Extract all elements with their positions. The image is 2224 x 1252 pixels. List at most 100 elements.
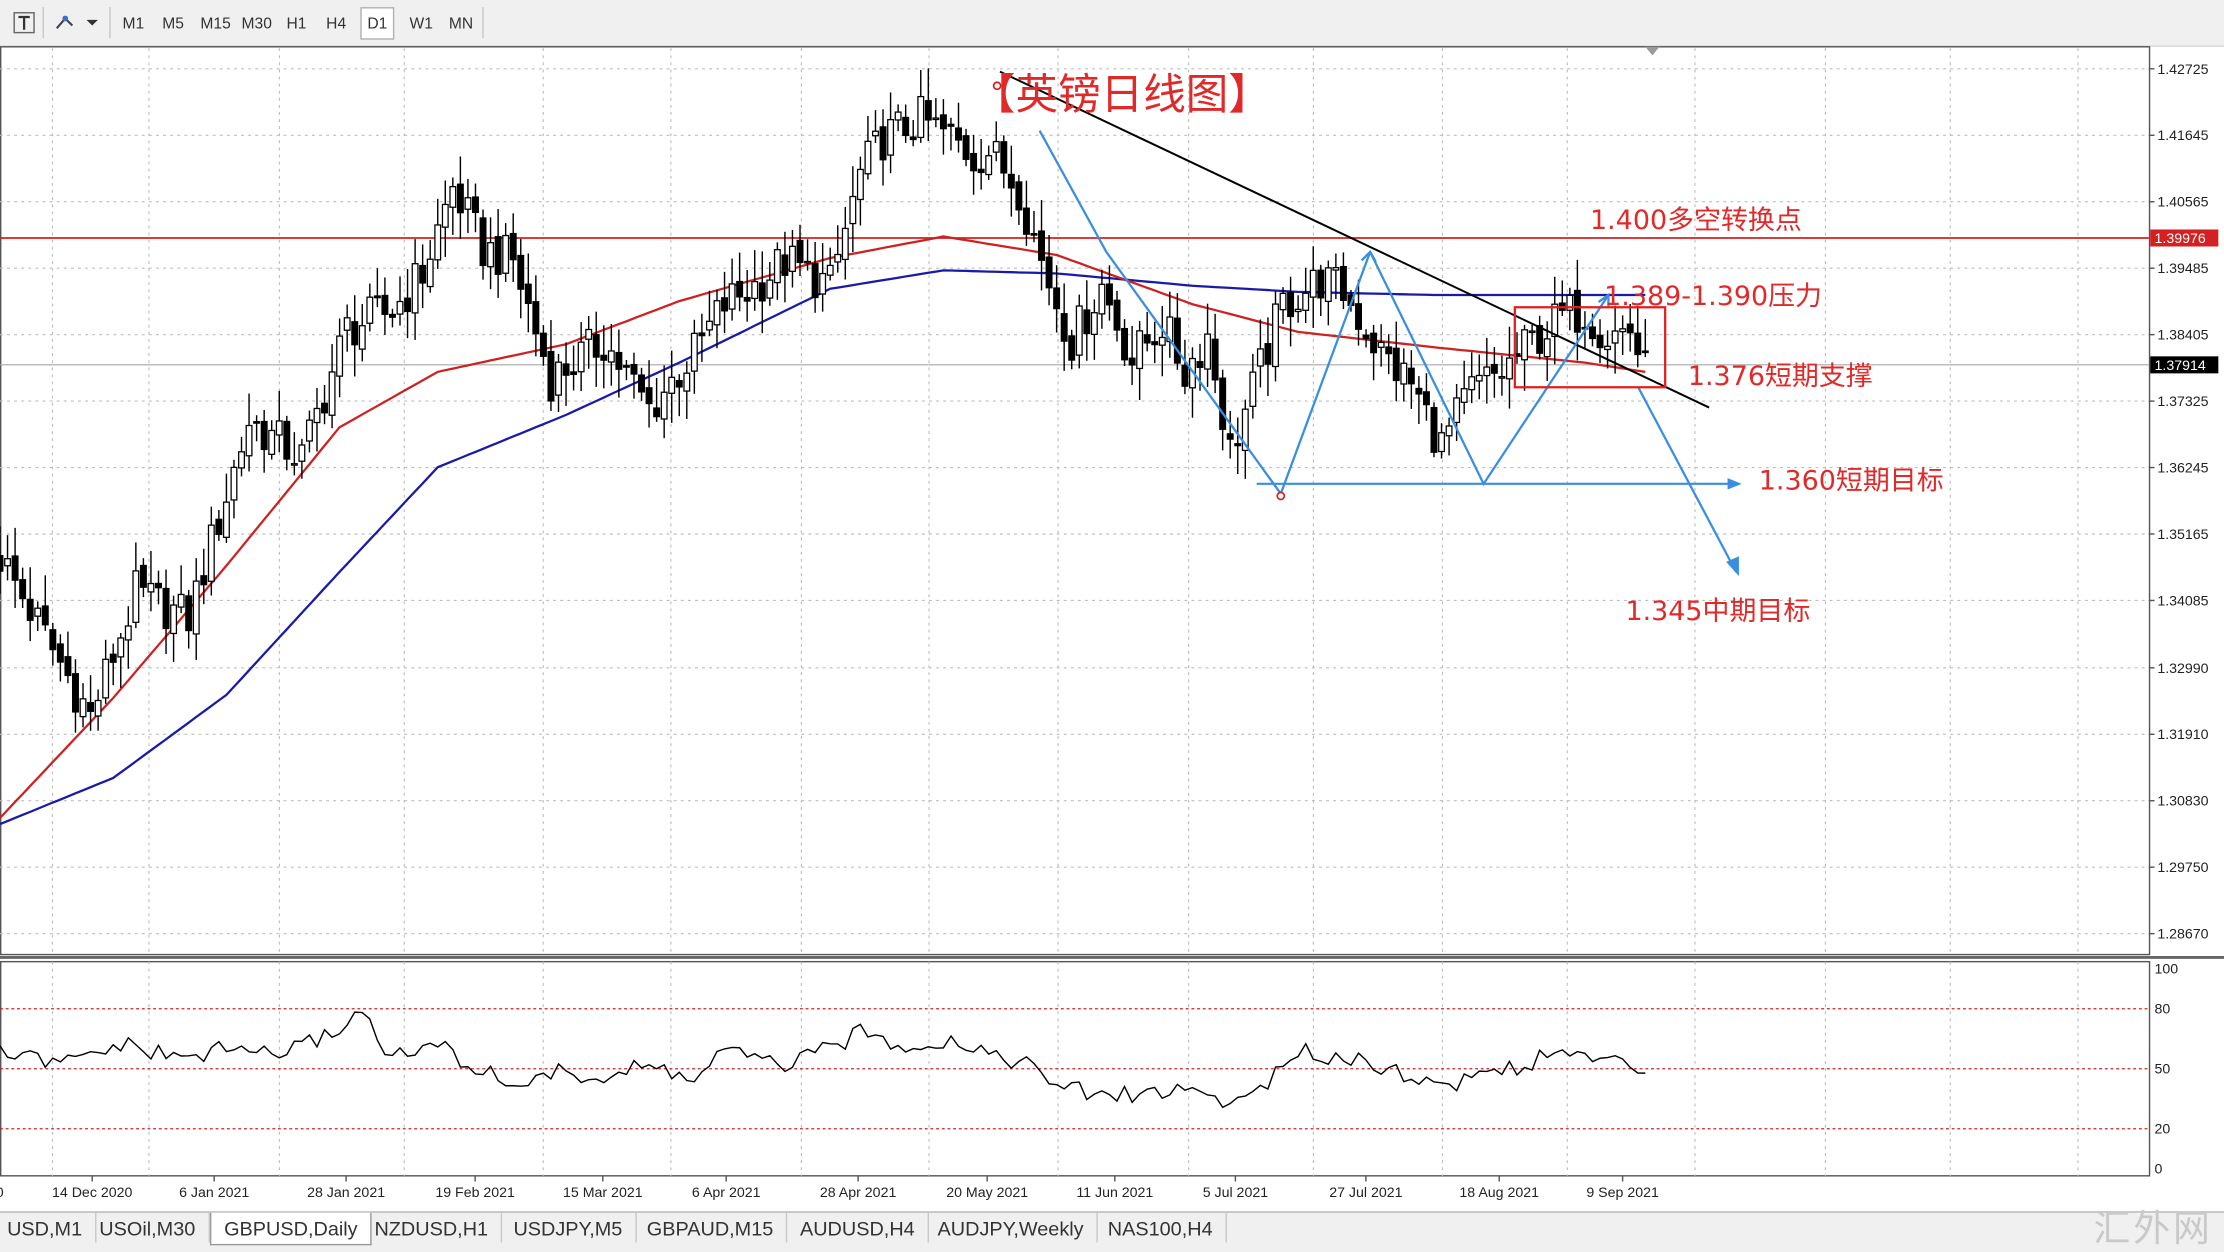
candle-body [728, 283, 736, 310]
toolbar-separator [42, 7, 44, 39]
neckline-arrowhead [1727, 478, 1742, 490]
candle-body [1392, 347, 1400, 382]
candle-body [1551, 303, 1559, 338]
candle-body [849, 195, 857, 225]
rsi-tick-label: 100 [2155, 962, 2179, 978]
candle-body [660, 391, 668, 420]
candle-body [932, 117, 940, 121]
annotation-label: 1.400多空转换点 [1590, 205, 1802, 236]
candle-body [230, 466, 238, 501]
candle-body [1181, 364, 1189, 387]
timeframe-m1-button[interactable]: M1 [122, 14, 145, 32]
symbol-tab-gbpusd-daily[interactable]: GBPUSD,Daily [209, 1212, 372, 1246]
annotation-label: 1.376短期支撑 [1688, 361, 1873, 392]
timeframe-m30-button[interactable]: M30 [241, 14, 272, 32]
candle-body [1324, 267, 1332, 303]
candle-body [1611, 330, 1619, 344]
text-tool-icon[interactable] [9, 6, 40, 39]
candle-body [1626, 323, 1634, 334]
chart-shift-icon[interactable] [1645, 46, 1660, 56]
symbol-tab-nas100-h4[interactable]: NAS100,H4 [1095, 1212, 1227, 1243]
candle-body [705, 320, 713, 331]
candle-body [1196, 361, 1204, 368]
candle-body [162, 587, 170, 630]
symbol-tab-gbpaud-m15[interactable]: GBPAUD,M15 [634, 1212, 788, 1243]
candle-body [207, 524, 215, 582]
symbol-tab-nzdusd-h1[interactable]: NZDUSD,H1 [362, 1212, 503, 1243]
candle-body [283, 420, 291, 460]
symbol-tab-usdjpy-m5[interactable]: USDJPY,M5 [501, 1212, 637, 1243]
candle-body [155, 582, 162, 589]
price-chart[interactable]: 1.42725 1.41645 1.40565 1.39485 1.38405 1.373… [0, 45, 2224, 1211]
timeframe-h4-button[interactable]: H4 [326, 14, 347, 32]
pattern-line[interactable] [1038, 130, 1372, 497]
candle-body [804, 260, 812, 264]
candle-body [834, 253, 842, 263]
candle-body [1453, 397, 1461, 424]
candle-body [690, 332, 698, 372]
candle-body [585, 328, 593, 340]
timeframe-m15-button[interactable]: M15 [200, 14, 231, 32]
projection-arrow-line[interactable] [1637, 386, 1738, 573]
candle-body [1498, 376, 1506, 379]
candle-body [766, 279, 774, 299]
candle-body [1294, 308, 1302, 313]
consolidation-box[interactable] [1513, 306, 1667, 389]
chart-title: 【英镑日线图】 [973, 71, 1271, 120]
candle-body [1287, 291, 1295, 318]
timeframe-h1-button[interactable]: H1 [286, 14, 307, 32]
candle-body [1415, 387, 1423, 395]
candle-body [245, 424, 253, 457]
x-tick-label: 18 Aug 2021 [1459, 1185, 1539, 1201]
x-tick-label: 15 Mar 2021 [563, 1185, 643, 1201]
candle-body [396, 300, 404, 315]
timeframe-w1-button[interactable]: W1 [409, 14, 433, 32]
candle-body [1264, 343, 1272, 365]
symbol-tab-usd-m1[interactable]: USD,M1 [0, 1212, 97, 1243]
candle-body [373, 295, 381, 299]
line-tools-dropdown[interactable] [51, 6, 102, 39]
candle-body [970, 152, 978, 172]
candle-body [1468, 376, 1476, 391]
rsi-line [0, 1011, 1646, 1109]
symbol-tab-usoil-m30[interactable]: USOil,M30 [87, 1212, 210, 1243]
x-tick-label: 0 [0, 1185, 4, 1201]
candle-body [743, 296, 751, 302]
candle-body [79, 698, 87, 718]
candle-body [305, 419, 313, 442]
candle-body [894, 111, 902, 121]
candle-body [721, 297, 729, 312]
candle-body [1075, 305, 1083, 356]
candle-body [132, 570, 140, 623]
candle-body [615, 351, 623, 370]
pattern-low-point[interactable] [1276, 491, 1286, 501]
candle-body [64, 656, 72, 677]
candle-body [1173, 317, 1181, 364]
candle-body [1030, 233, 1038, 236]
candle-body [1136, 330, 1144, 370]
trendline-anchor-point[interactable] [992, 81, 1002, 91]
candle-body [1422, 391, 1430, 406]
x-tick-label: 19 Feb 2021 [435, 1185, 515, 1201]
descending-trendline[interactable] [999, 70, 1710, 409]
candle-body [675, 379, 683, 388]
y-tick-label: 1.32990 [2157, 661, 2208, 677]
timeframe-mn-button[interactable]: MN [448, 14, 474, 32]
timeframe-d1-button[interactable]: D1 [360, 7, 395, 40]
timeframe-m5-button[interactable]: M5 [162, 14, 184, 32]
y-tick-label: 1.42725 [2157, 62, 2208, 78]
candle-body [1143, 334, 1151, 344]
x-tick-label: 6 Jan 2021 [179, 1185, 249, 1201]
candle-body [298, 444, 306, 462]
candle-body [426, 258, 434, 288]
symbol-tab-audusd-h4[interactable]: AUDUSD,H4 [787, 1212, 929, 1243]
candle-body [607, 350, 615, 363]
candle-body [1000, 141, 1008, 174]
candle-body [1528, 330, 1536, 334]
x-tick-label: 6 Apr 2021 [692, 1185, 761, 1201]
x-tick-label: 28 Apr 2021 [820, 1185, 897, 1201]
candle-body [388, 313, 396, 318]
symbol-tab-audjpy-weekly[interactable]: AUDJPY,Weekly [925, 1212, 1098, 1243]
candle-body [977, 168, 985, 174]
projection-arrowhead [1726, 556, 1739, 577]
